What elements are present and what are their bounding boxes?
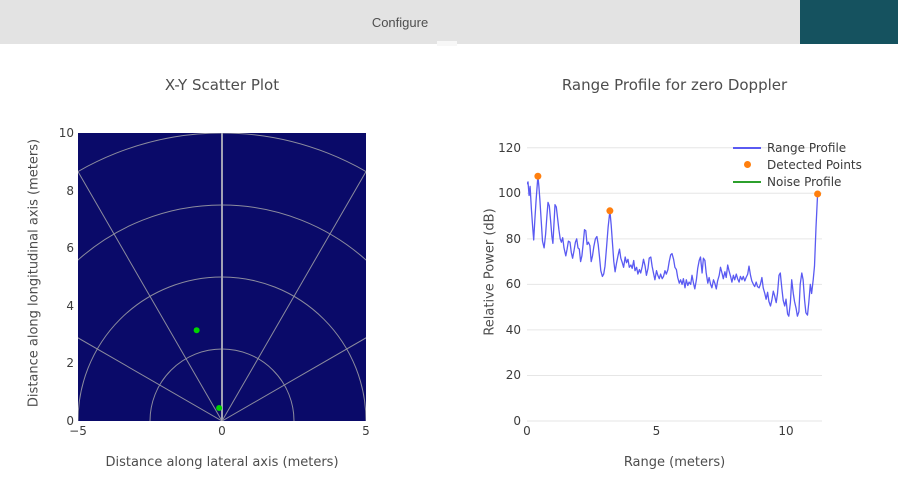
detected-point-marker xyxy=(606,207,614,215)
scatter-ytick: 4 xyxy=(66,298,74,313)
scatter-yaxis-label: Distance along longitudinal axis (meters… xyxy=(26,138,42,408)
range-xaxis-label: Range (meters) xyxy=(623,455,726,470)
legend-item-noise-profile[interactable]: Noise Profile xyxy=(733,173,862,190)
scatter-ytick: 2 xyxy=(66,356,74,371)
scatter-ytick: 8 xyxy=(66,183,74,198)
scatter-plot-title: X-Y Scatter Plot xyxy=(164,76,280,94)
polar-grid-radial xyxy=(221,170,366,421)
legend-label: Detected Points xyxy=(767,157,862,172)
range-profile-plot[interactable] xyxy=(527,136,822,426)
scatter-xtick: 0 xyxy=(218,424,226,438)
polar-grid-radial xyxy=(78,170,223,421)
legend-line-icon xyxy=(733,146,761,149)
range-yaxis-label: Relative Power (dB) xyxy=(482,208,498,336)
scatter-point xyxy=(216,405,223,412)
legend-item-range-profile[interactable]: Range Profile xyxy=(733,139,862,156)
range-xtick: 0 xyxy=(523,424,531,438)
tab-configure[interactable]: Configure xyxy=(371,14,429,30)
range-ytick: 40 xyxy=(505,322,521,337)
scatter-xaxis-label: Distance along lateral axis (meters) xyxy=(105,455,339,470)
range-ytick: 120 xyxy=(498,140,521,155)
range-xtick: 5 xyxy=(652,424,661,438)
range-ytick: 0 xyxy=(513,414,521,428)
scatter-point xyxy=(193,327,200,334)
xy-scatter-plot[interactable] xyxy=(78,133,366,421)
polar-grid-radial xyxy=(221,337,366,421)
scatter-ytick: 6 xyxy=(66,241,74,256)
range-xtick: 10 xyxy=(778,424,794,438)
range-ytick: 100 xyxy=(498,186,521,201)
legend-marker xyxy=(733,146,761,149)
detected-point-marker xyxy=(814,190,822,198)
top-bar: Configure xyxy=(0,0,898,46)
scatter-xtick: 5 xyxy=(362,424,370,438)
legend-line-icon xyxy=(733,180,761,183)
scatter-ytick: 0 xyxy=(66,414,74,428)
scatter-ytick: 10 xyxy=(58,126,74,140)
legend-item-detected-points[interactable]: Detected Points xyxy=(733,156,862,173)
polar-grid-radial xyxy=(78,337,223,421)
legend-marker xyxy=(743,161,751,168)
legend-dot-icon xyxy=(733,161,761,168)
header-menu-block[interactable] xyxy=(800,0,898,44)
active-tab-indicator xyxy=(437,41,457,46)
legend-label: Range Profile xyxy=(767,140,847,155)
range-profile-title: Range Profile for zero Doppler xyxy=(561,76,788,94)
legend-marker xyxy=(733,180,761,183)
scatter-xtick: −5 xyxy=(69,424,87,438)
range-ytick: 60 xyxy=(505,277,521,292)
detected-point-marker xyxy=(534,172,542,180)
range-ytick: 80 xyxy=(505,231,521,246)
range-profile-line xyxy=(527,175,819,317)
range-profile-legend: Range Profile Detected Points Noise Profil… xyxy=(733,139,862,190)
range-ytick: 20 xyxy=(505,368,521,383)
legend-label: Noise Profile xyxy=(767,174,842,189)
